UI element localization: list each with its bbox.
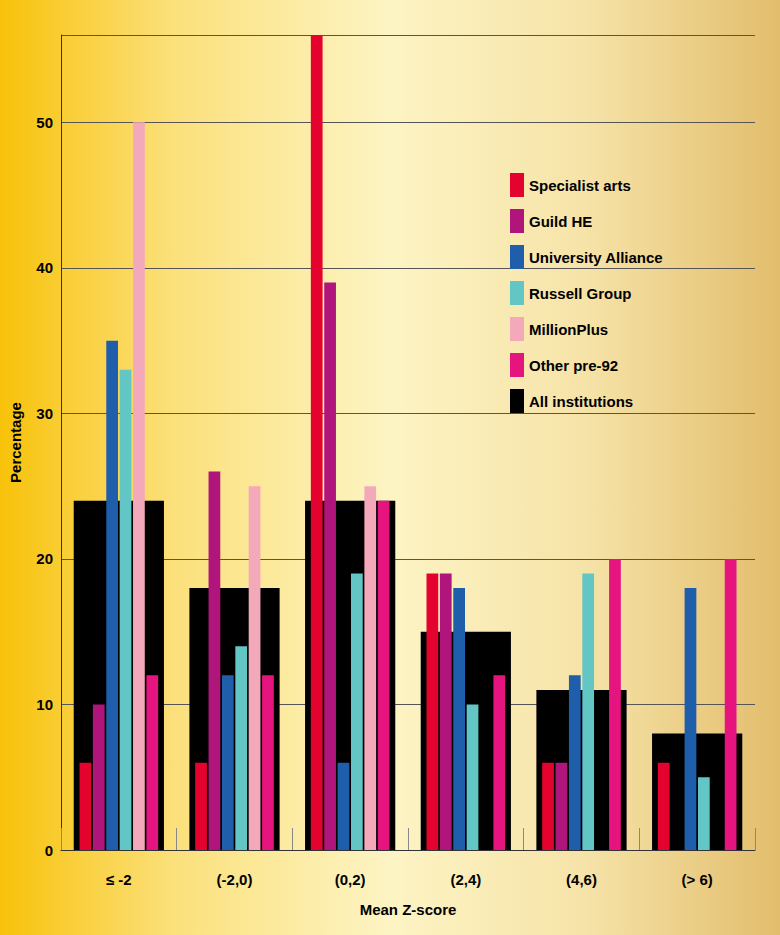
svg-text:≤ -2: ≤ -2 (106, 871, 132, 888)
svg-text:10: 10 (36, 696, 53, 713)
svg-text:(-2,0): (-2,0) (217, 871, 253, 888)
svg-text:All institutions: All institutions (529, 393, 633, 410)
svg-text:(> 6): (> 6) (682, 871, 713, 888)
svg-text:0: 0 (45, 842, 53, 859)
svg-text:Russell Group: Russell Group (529, 285, 632, 302)
svg-text:Specialist arts: Specialist arts (529, 177, 631, 194)
svg-text:30: 30 (36, 405, 53, 422)
svg-text:University Alliance: University Alliance (529, 249, 663, 266)
svg-text:Other pre-92: Other pre-92 (529, 357, 618, 374)
svg-text:(2,4): (2,4) (450, 871, 481, 888)
svg-text:40: 40 (36, 259, 53, 276)
svg-text:Mean Z-score: Mean Z-score (360, 901, 457, 918)
svg-text:(0,2): (0,2) (335, 871, 366, 888)
svg-text:20: 20 (36, 550, 53, 567)
svg-text:50: 50 (36, 114, 53, 131)
svg-text:MillionPlus: MillionPlus (529, 321, 608, 338)
svg-text:(4,6): (4,6) (566, 871, 597, 888)
svg-text:Percentage: Percentage (7, 402, 24, 483)
svg-text:Guild HE: Guild HE (529, 213, 592, 230)
